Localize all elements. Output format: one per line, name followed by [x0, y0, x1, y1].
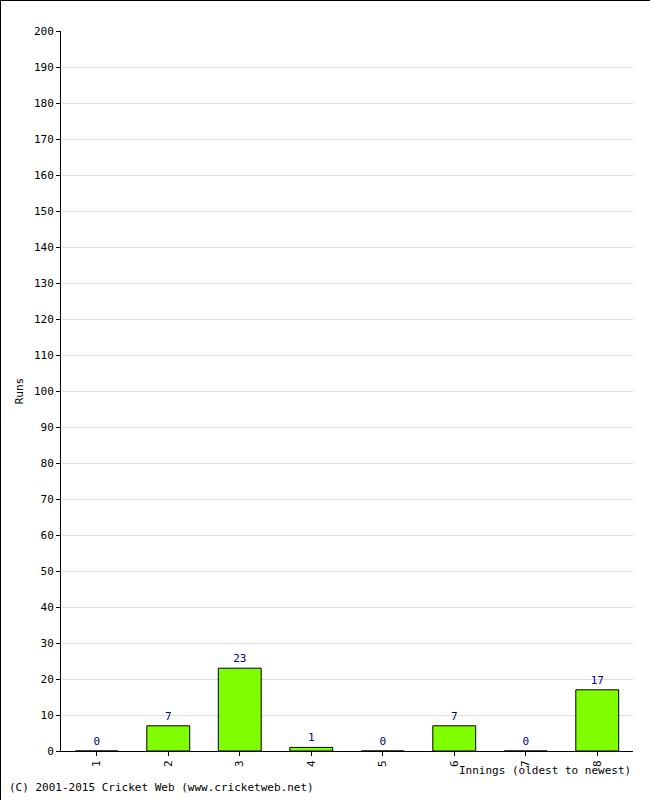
svg-text:7: 7 [451, 710, 458, 723]
svg-text:150: 150 [34, 205, 54, 218]
svg-text:7: 7 [519, 760, 532, 767]
svg-text:110: 110 [34, 349, 54, 362]
svg-text:120: 120 [34, 313, 54, 326]
svg-text:0: 0 [522, 735, 529, 748]
svg-text:50: 50 [41, 565, 54, 578]
svg-text:130: 130 [34, 277, 54, 290]
svg-text:140: 140 [34, 241, 54, 254]
svg-text:1: 1 [90, 760, 103, 767]
svg-text:3: 3 [233, 760, 246, 767]
svg-text:190: 190 [34, 61, 54, 74]
svg-text:60: 60 [41, 529, 54, 542]
svg-text:0: 0 [379, 735, 386, 748]
svg-text:70: 70 [41, 493, 54, 506]
svg-text:17: 17 [591, 674, 604, 687]
svg-text:100: 100 [34, 385, 54, 398]
svg-text:160: 160 [34, 169, 54, 182]
svg-text:40: 40 [41, 601, 54, 614]
svg-text:5: 5 [376, 760, 389, 767]
svg-text:Runs: Runs [13, 378, 26, 405]
svg-text:4: 4 [305, 760, 318, 767]
svg-text:180: 180 [34, 97, 54, 110]
svg-text:7: 7 [165, 710, 172, 723]
svg-text:(C) 2001-2015 Cricket Web (www: (C) 2001-2015 Cricket Web (www.cricketwe… [9, 781, 314, 794]
svg-text:10: 10 [41, 709, 54, 722]
svg-text:8: 8 [591, 760, 604, 767]
svg-text:20: 20 [41, 673, 54, 686]
svg-text:23: 23 [233, 652, 246, 665]
svg-text:6: 6 [448, 760, 461, 767]
svg-text:1: 1 [308, 731, 315, 744]
svg-text:200: 200 [34, 25, 54, 38]
svg-text:0: 0 [47, 745, 54, 758]
svg-text:0: 0 [93, 735, 100, 748]
svg-text:2: 2 [162, 760, 175, 767]
svg-text:80: 80 [41, 457, 54, 470]
svg-text:170: 170 [34, 133, 54, 146]
svg-text:90: 90 [41, 421, 54, 434]
svg-text:30: 30 [41, 637, 54, 650]
svg-text:Innings (oldest to newest): Innings (oldest to newest) [459, 764, 631, 777]
